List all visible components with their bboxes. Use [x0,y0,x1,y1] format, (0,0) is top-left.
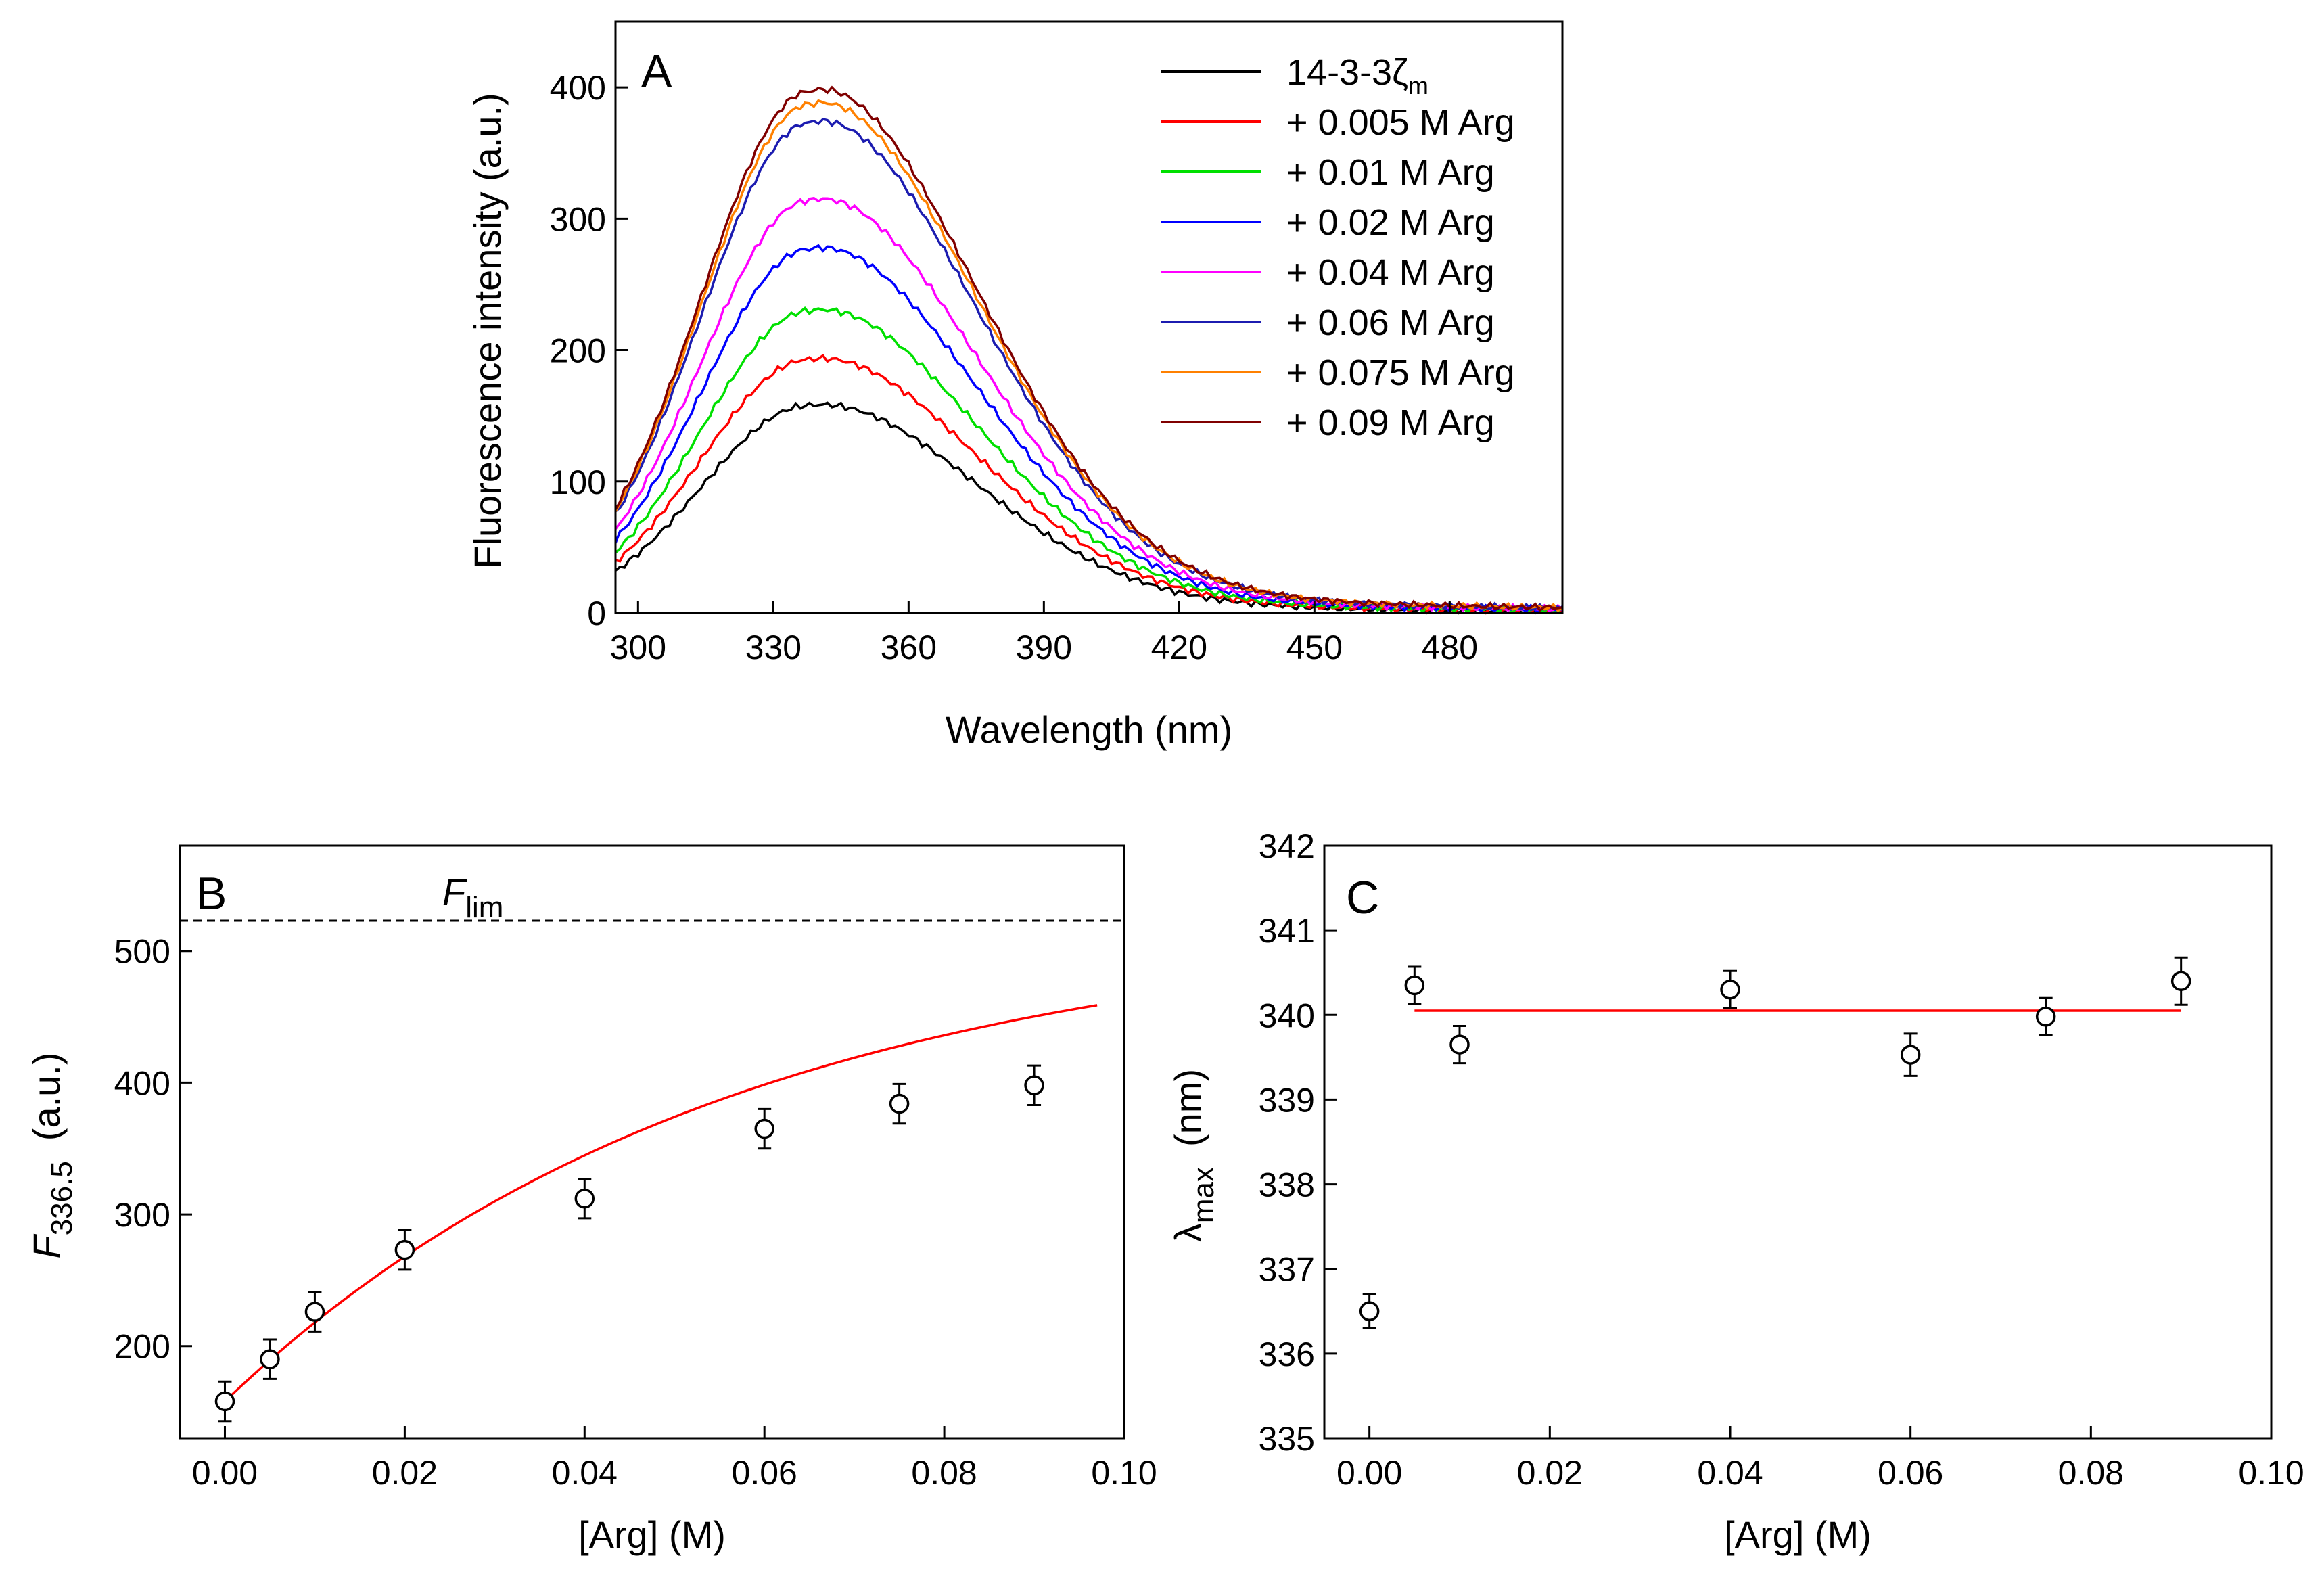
x-tick-label: 0.06 [1878,1454,1943,1492]
y-tick-label: 300 [550,200,606,238]
data-point [304,1302,325,1322]
series-line-7 [614,85,1563,612]
y-axis-label-sub: max [1187,1167,1220,1223]
legend-label: + 0.075 M Arg [1286,352,1515,393]
y-tick-label: 100 [550,463,606,501]
x-tick-label: 0.02 [372,1454,438,1492]
data-point [1900,1045,1921,1065]
y-tick-label: 341 [1259,912,1315,950]
y-axis-label-unit: (a.u.) [25,1052,68,1141]
legend-label: + 0.09 M Arg [1286,403,1495,443]
y-tick-label: 342 [1259,827,1315,865]
y-tick-label: 300 [114,1196,170,1234]
panel-a: 300 330 360 390 420 450 480 0 100 200 300 400 A Wavel… [466,20,1564,751]
y-axis-label-main: F [25,1234,68,1259]
data-point [1359,1301,1380,1322]
x-tick-label: 390 [1016,628,1072,666]
y-axis-label-b: F336.5 (a.u.) [25,1052,78,1258]
y-tick-label: 338 [1259,1166,1315,1204]
data-point [1449,1034,1470,1055]
y-tick-label: 340 [1259,996,1315,1034]
x-axis-label-c: [Arg] (M) [1724,1513,1872,1556]
series-line-2 [614,306,1564,614]
y-tick-label: 337 [1259,1251,1315,1289]
plot-frame-c [1323,844,2273,1440]
data-point [574,1188,595,1209]
y-axis-label-sub: 336.5 [45,1161,78,1235]
data-point [1024,1075,1044,1096]
panel-label-a: A [641,45,672,97]
x-tick-label: 0.00 [192,1454,258,1492]
x-tick-label: 0.10 [2238,1454,2304,1492]
legend-label-main: 14-3-3ζ [1286,52,1408,93]
x-axis-label-b: [Arg] (M) [578,1513,726,1556]
y-tick-label: 200 [550,332,606,370]
limit-label-main: F [442,871,467,913]
y-tick-label: 339 [1259,1081,1315,1119]
y-axis-label-a: Fluorescence intensity (a.u.) [466,93,509,568]
legend-label-sub: m [1408,72,1428,99]
panel-b: Flim 0.00 0.02 0.04 0.06 0.08 0.10 200 300 400 500… [25,844,1157,1556]
data-point [2170,971,2191,991]
x-tick-label: 0.00 [1337,1454,1402,1492]
series-line-3 [614,244,1564,614]
y-axis-label-c: λmax (nm) [1167,1069,1220,1242]
x-tick-label: 0.04 [552,1454,618,1492]
y-tick-label: 500 [114,933,170,971]
limit-label-sub: lim [465,891,503,924]
x-tick-label: 300 [610,628,666,666]
legend-label: + 0.02 M Arg [1286,202,1495,243]
legend-label: + 0.01 M Arg [1286,152,1495,193]
y-tick-label: 200 [114,1328,170,1366]
x-tick-label: 0.02 [1517,1454,1583,1492]
legend-label: 14-3-3ζm [1286,52,1428,99]
x-tick-label: 0.04 [1697,1454,1763,1492]
limit-label: Flim [442,871,503,924]
x-tick-label: 0.08 [2058,1454,2124,1492]
data-point [214,1391,235,1412]
y-axis-label-unit: (nm) [1167,1069,1209,1147]
legend-label: + 0.06 M Arg [1286,302,1495,343]
x-tick-label: 0.10 [1091,1454,1157,1492]
data-point [1720,979,1740,1000]
x-tick-label: 0.06 [732,1454,797,1492]
y-tick-label: 400 [550,69,606,107]
series-line-1 [615,353,1563,615]
plot-frame-b [179,844,1125,1440]
x-tick-label: 420 [1151,628,1207,666]
plot-frame-a [614,20,1564,614]
y-tick-label: 0 [587,595,606,633]
x-tick-label: 360 [881,628,937,666]
y-axis-label-main: λ [1167,1223,1209,1242]
legend-label: + 0.005 M Arg [1286,102,1515,143]
x-tick-label: 330 [745,628,801,666]
x-tick-label: 0.08 [911,1454,977,1492]
data-point [1404,975,1425,996]
panel-label-c: C [1346,872,1379,923]
y-tick-label: 400 [114,1064,170,1102]
data-point [260,1349,280,1369]
y-tick-label: 336 [1259,1335,1315,1373]
x-axis-label-a: Wavelength (nm) [946,708,1232,751]
y-tick-label: 335 [1259,1420,1315,1458]
data-point [2035,1007,2056,1027]
data-point [754,1118,774,1139]
panel-c: 0.00 0.02 0.04 0.06 0.08 0.10 335 336 337 338 339 3… [1167,827,2304,1556]
panel-label-b: B [196,868,227,919]
series-line-5 [614,118,1563,612]
data-point [889,1093,910,1114]
legend-label: + 0.04 M Arg [1286,252,1495,293]
fit-curve-b [224,1004,1098,1402]
x-tick-label: 480 [1422,628,1478,666]
x-tick-label: 450 [1286,628,1343,666]
data-point [394,1239,415,1260]
